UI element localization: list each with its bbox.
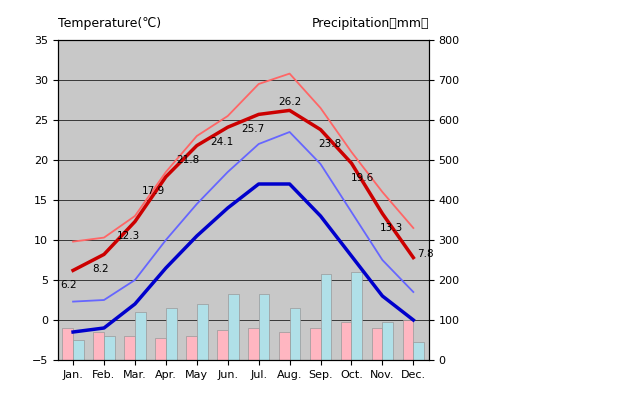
Bar <box>259 294 269 360</box>
Text: 6.2: 6.2 <box>60 280 77 290</box>
Text: 23.8: 23.8 <box>318 139 341 149</box>
Bar <box>403 320 413 360</box>
Bar <box>279 332 289 360</box>
Bar <box>340 322 351 360</box>
Bar <box>310 328 321 360</box>
Text: 13.3: 13.3 <box>380 223 403 233</box>
Bar <box>104 336 115 360</box>
Bar <box>186 336 196 360</box>
Text: 12.3: 12.3 <box>117 231 140 241</box>
Bar <box>217 330 228 360</box>
Bar <box>62 328 73 360</box>
Bar <box>413 342 424 360</box>
Bar <box>196 304 207 360</box>
Bar <box>93 332 104 360</box>
Text: Precipitation（mm）: Precipitation（mm） <box>311 17 429 30</box>
Bar <box>73 340 84 360</box>
Text: 8.2: 8.2 <box>93 264 109 274</box>
Bar <box>351 272 362 360</box>
Text: Temperature(℃): Temperature(℃) <box>58 17 161 30</box>
Bar <box>135 312 146 360</box>
Bar <box>166 308 177 360</box>
Text: 26.2: 26.2 <box>278 97 301 107</box>
Bar <box>289 308 300 360</box>
Bar <box>124 336 135 360</box>
Bar <box>248 328 259 360</box>
Text: 19.6: 19.6 <box>351 173 374 182</box>
Text: 25.7: 25.7 <box>241 124 264 134</box>
Bar <box>372 328 382 360</box>
Text: 7.8: 7.8 <box>417 248 434 258</box>
Legend: Artvin Prop., Tokyo Prop., Artvin High
Temp., Artvin Low
Temp., Tokyo High
Temp.: Artvin Prop., Tokyo Prop., Artvin High T… <box>447 45 547 211</box>
Text: 17.9: 17.9 <box>142 186 165 196</box>
Bar <box>155 338 166 360</box>
Bar <box>382 322 393 360</box>
Text: 21.8: 21.8 <box>176 155 199 165</box>
Bar <box>321 274 332 360</box>
Bar <box>228 294 239 360</box>
Text: 24.1: 24.1 <box>210 137 233 147</box>
